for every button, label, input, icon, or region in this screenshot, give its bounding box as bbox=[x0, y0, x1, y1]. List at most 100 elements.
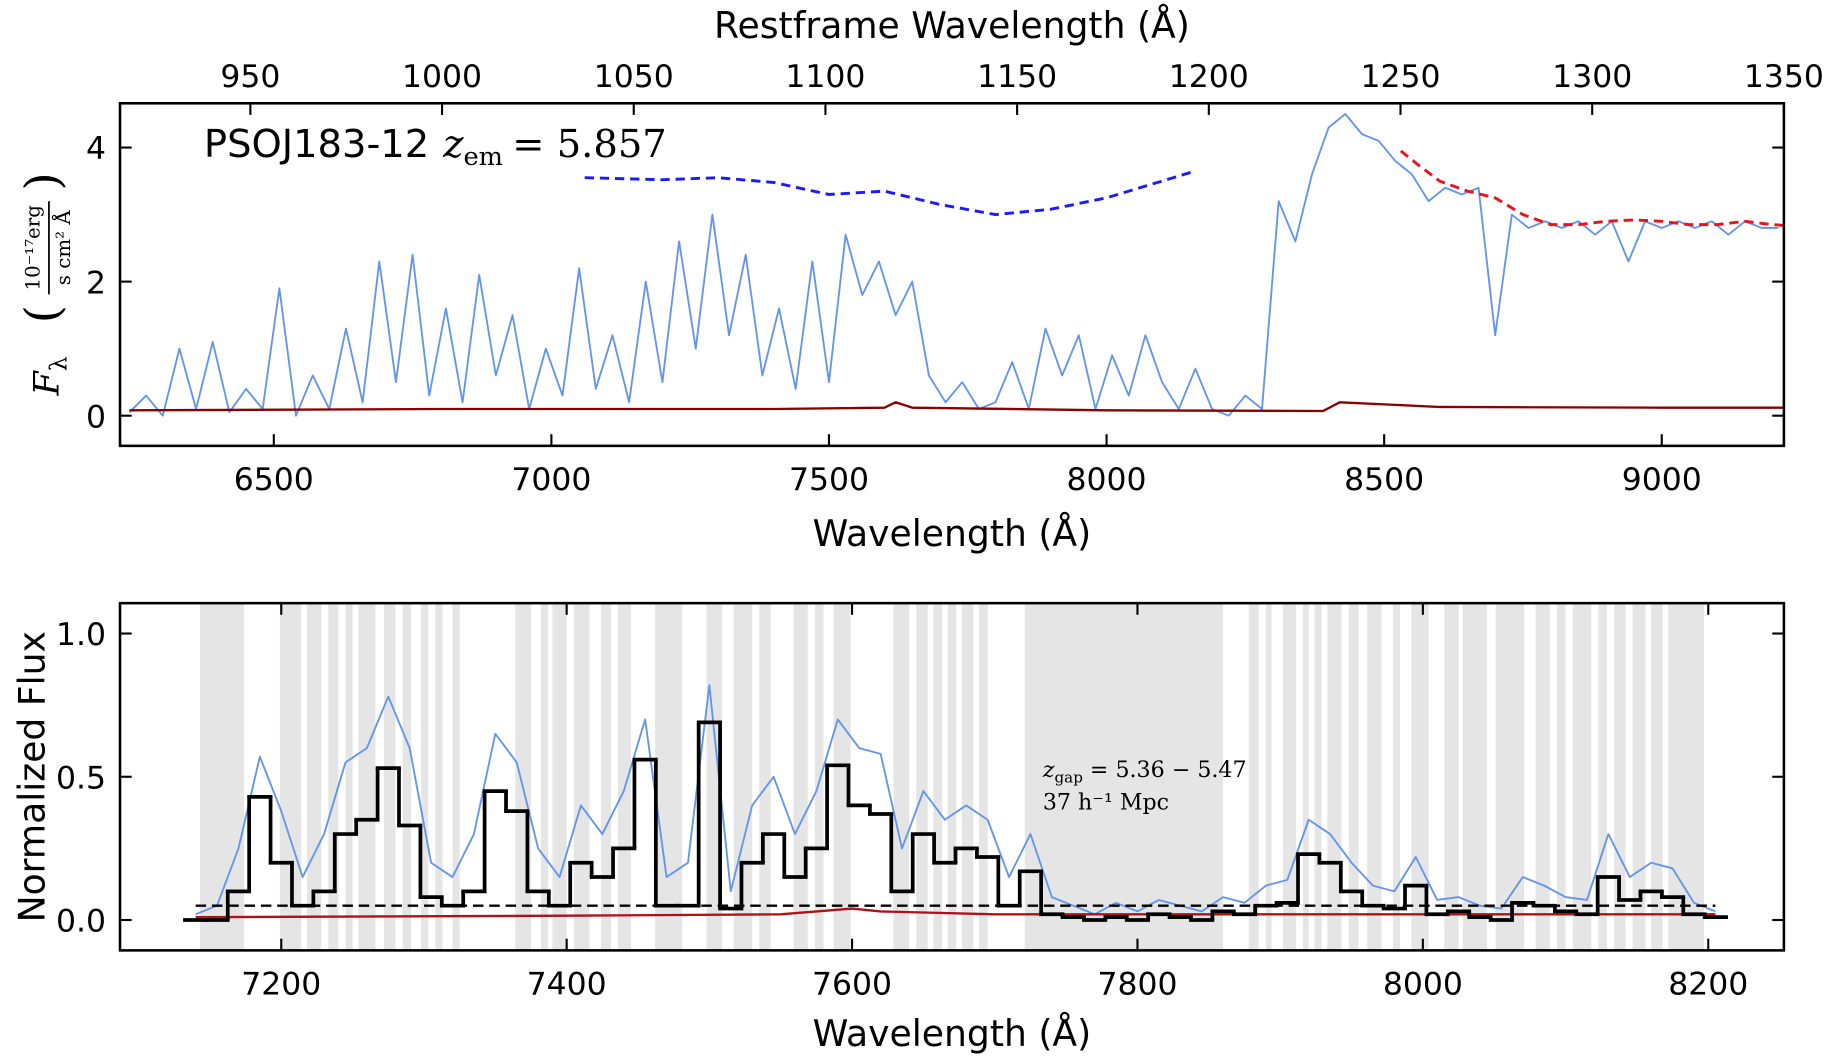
x2-tick-label: 1350 bbox=[1744, 59, 1824, 95]
y-label-symbol: Fλ bbox=[27, 356, 72, 396]
shaded-region bbox=[199, 603, 245, 951]
x2-tick-label: 1100 bbox=[785, 59, 865, 95]
shaded-region bbox=[552, 603, 567, 951]
y-axis-label: Fλ ( 10⁻¹⁷erg s cm² Å ) bbox=[15, 172, 75, 396]
shaded-region bbox=[328, 603, 339, 951]
shaded-region bbox=[358, 603, 376, 951]
shaded-region bbox=[1248, 603, 1259, 951]
shaded-region bbox=[452, 603, 460, 951]
x2-tick-label: 950 bbox=[220, 59, 280, 95]
y-tick-label: 4 bbox=[86, 131, 106, 167]
shaded-region bbox=[306, 603, 322, 951]
x-tick-label: 7600 bbox=[812, 967, 892, 1003]
paren: ) bbox=[15, 172, 69, 190]
annotation-subscript: em bbox=[463, 142, 502, 172]
shaded-region bbox=[814, 603, 824, 951]
x2-tick-label: 1250 bbox=[1360, 59, 1440, 95]
shaded-region bbox=[1302, 603, 1309, 951]
shaded-region bbox=[618, 603, 631, 951]
spectrum-line bbox=[128, 113, 1779, 417]
axes: 6500 7000 7500 8000 8500 9000 950 1000 1050 1100 1… bbox=[56, 59, 1824, 1003]
shaded-region bbox=[1392, 603, 1401, 951]
x-axis-label: Wavelength (Å) bbox=[813, 512, 1092, 555]
x2-tick-label: 1200 bbox=[1169, 59, 1249, 95]
x-tick-label: 6500 bbox=[234, 462, 314, 498]
shaded-region bbox=[893, 603, 910, 951]
shaded-region bbox=[1535, 603, 1550, 951]
shaded-region bbox=[1632, 603, 1646, 951]
x-tick-label: 7000 bbox=[511, 462, 591, 498]
shaded-region bbox=[1556, 603, 1566, 951]
shaded-region bbox=[933, 603, 942, 951]
spectrum-line bbox=[129, 401, 1784, 413]
x-tick-label: 8500 bbox=[1344, 462, 1424, 498]
x-tick-label: 7500 bbox=[789, 462, 869, 498]
x2-tick-label: 1050 bbox=[594, 59, 674, 95]
annotation-symbol: z bbox=[442, 122, 464, 167]
spectrum-line bbox=[195, 684, 1716, 916]
shaded-region bbox=[1283, 603, 1296, 951]
spectrum-line bbox=[584, 169, 1196, 217]
y-tick-label: 0.5 bbox=[56, 760, 106, 796]
x2-tick-label: 1150 bbox=[977, 59, 1057, 95]
shaded-region bbox=[435, 603, 443, 951]
y-label-denominator: s cm² Å bbox=[50, 210, 75, 286]
shaded-region bbox=[421, 603, 429, 951]
shaded-region bbox=[1614, 603, 1626, 951]
annotation: zgap = 5.36 − 5.47 bbox=[1042, 757, 1247, 787]
shaded-region bbox=[1495, 603, 1525, 951]
shaded-region bbox=[1651, 603, 1663, 951]
shaded-region bbox=[1314, 603, 1322, 951]
shaded-region bbox=[1411, 603, 1429, 951]
x-tick-label: 8000 bbox=[1383, 967, 1463, 1003]
x2-tick-label: 1300 bbox=[1552, 59, 1632, 95]
x-tick-label: 8000 bbox=[1067, 462, 1147, 498]
y-tick-label: 2 bbox=[86, 265, 106, 301]
shaded-region bbox=[345, 603, 353, 951]
x-axis-label: Wavelength (Å) bbox=[813, 1012, 1092, 1055]
shaded-region bbox=[600, 603, 611, 951]
y-tick-label: 0.0 bbox=[56, 904, 106, 940]
shaded-region bbox=[759, 603, 771, 951]
shaded-region bbox=[540, 603, 549, 951]
annotation-symbol: z bbox=[1042, 757, 1055, 783]
shaded-region bbox=[793, 603, 808, 951]
shaded-region bbox=[1024, 603, 1224, 951]
shaded-region bbox=[1265, 603, 1272, 951]
shaded-region bbox=[384, 603, 396, 951]
shaded-region bbox=[1598, 603, 1607, 951]
annotation-name: PSOJ183-12 bbox=[204, 122, 429, 167]
step-riser bbox=[225, 722, 1707, 921]
shaded-region bbox=[1367, 603, 1382, 951]
shaded-region bbox=[1327, 603, 1342, 951]
shaded-region bbox=[1668, 603, 1704, 951]
annotation: 37 h⁻¹ Mpc bbox=[1043, 789, 1169, 815]
y-label-subscript: λ bbox=[45, 356, 72, 371]
shaded-region bbox=[515, 603, 531, 951]
annotation: PSOJ183-12 zem = 5.857 bbox=[204, 122, 667, 172]
annotation-subscript: gap bbox=[1055, 769, 1083, 787]
annotation-text: = 5.857 bbox=[512, 122, 666, 167]
paren: ( bbox=[15, 305, 69, 323]
x2-axis-label: Restframe Wavelength (Å) bbox=[714, 4, 1190, 47]
x-tick-label: 7200 bbox=[241, 967, 321, 1003]
shaded-region bbox=[961, 603, 974, 951]
spectrum-line bbox=[195, 907, 1716, 919]
x-tick-label: 7400 bbox=[527, 967, 607, 1003]
x2-tick-label: 1000 bbox=[402, 59, 482, 95]
shaded-region bbox=[1444, 603, 1459, 951]
x-tick-label: 7800 bbox=[1097, 967, 1177, 1003]
shaded-region bbox=[947, 603, 957, 951]
axes-frame bbox=[118, 102, 1786, 448]
y-label-numerator: 10⁻¹⁷erg bbox=[22, 205, 45, 291]
y-axis-label: Normalized Flux bbox=[10, 631, 53, 922]
shaded-region bbox=[573, 603, 590, 951]
x-tick-label: 9000 bbox=[1622, 462, 1702, 498]
plot-area bbox=[128, 113, 1784, 417]
shaded-region bbox=[1348, 603, 1359, 951]
x-tick-label: 8200 bbox=[1668, 967, 1748, 1003]
shaded-region bbox=[402, 603, 412, 951]
annotation-text: = 5.36 − 5.47 bbox=[1090, 757, 1247, 783]
plot-area bbox=[183, 603, 1728, 951]
